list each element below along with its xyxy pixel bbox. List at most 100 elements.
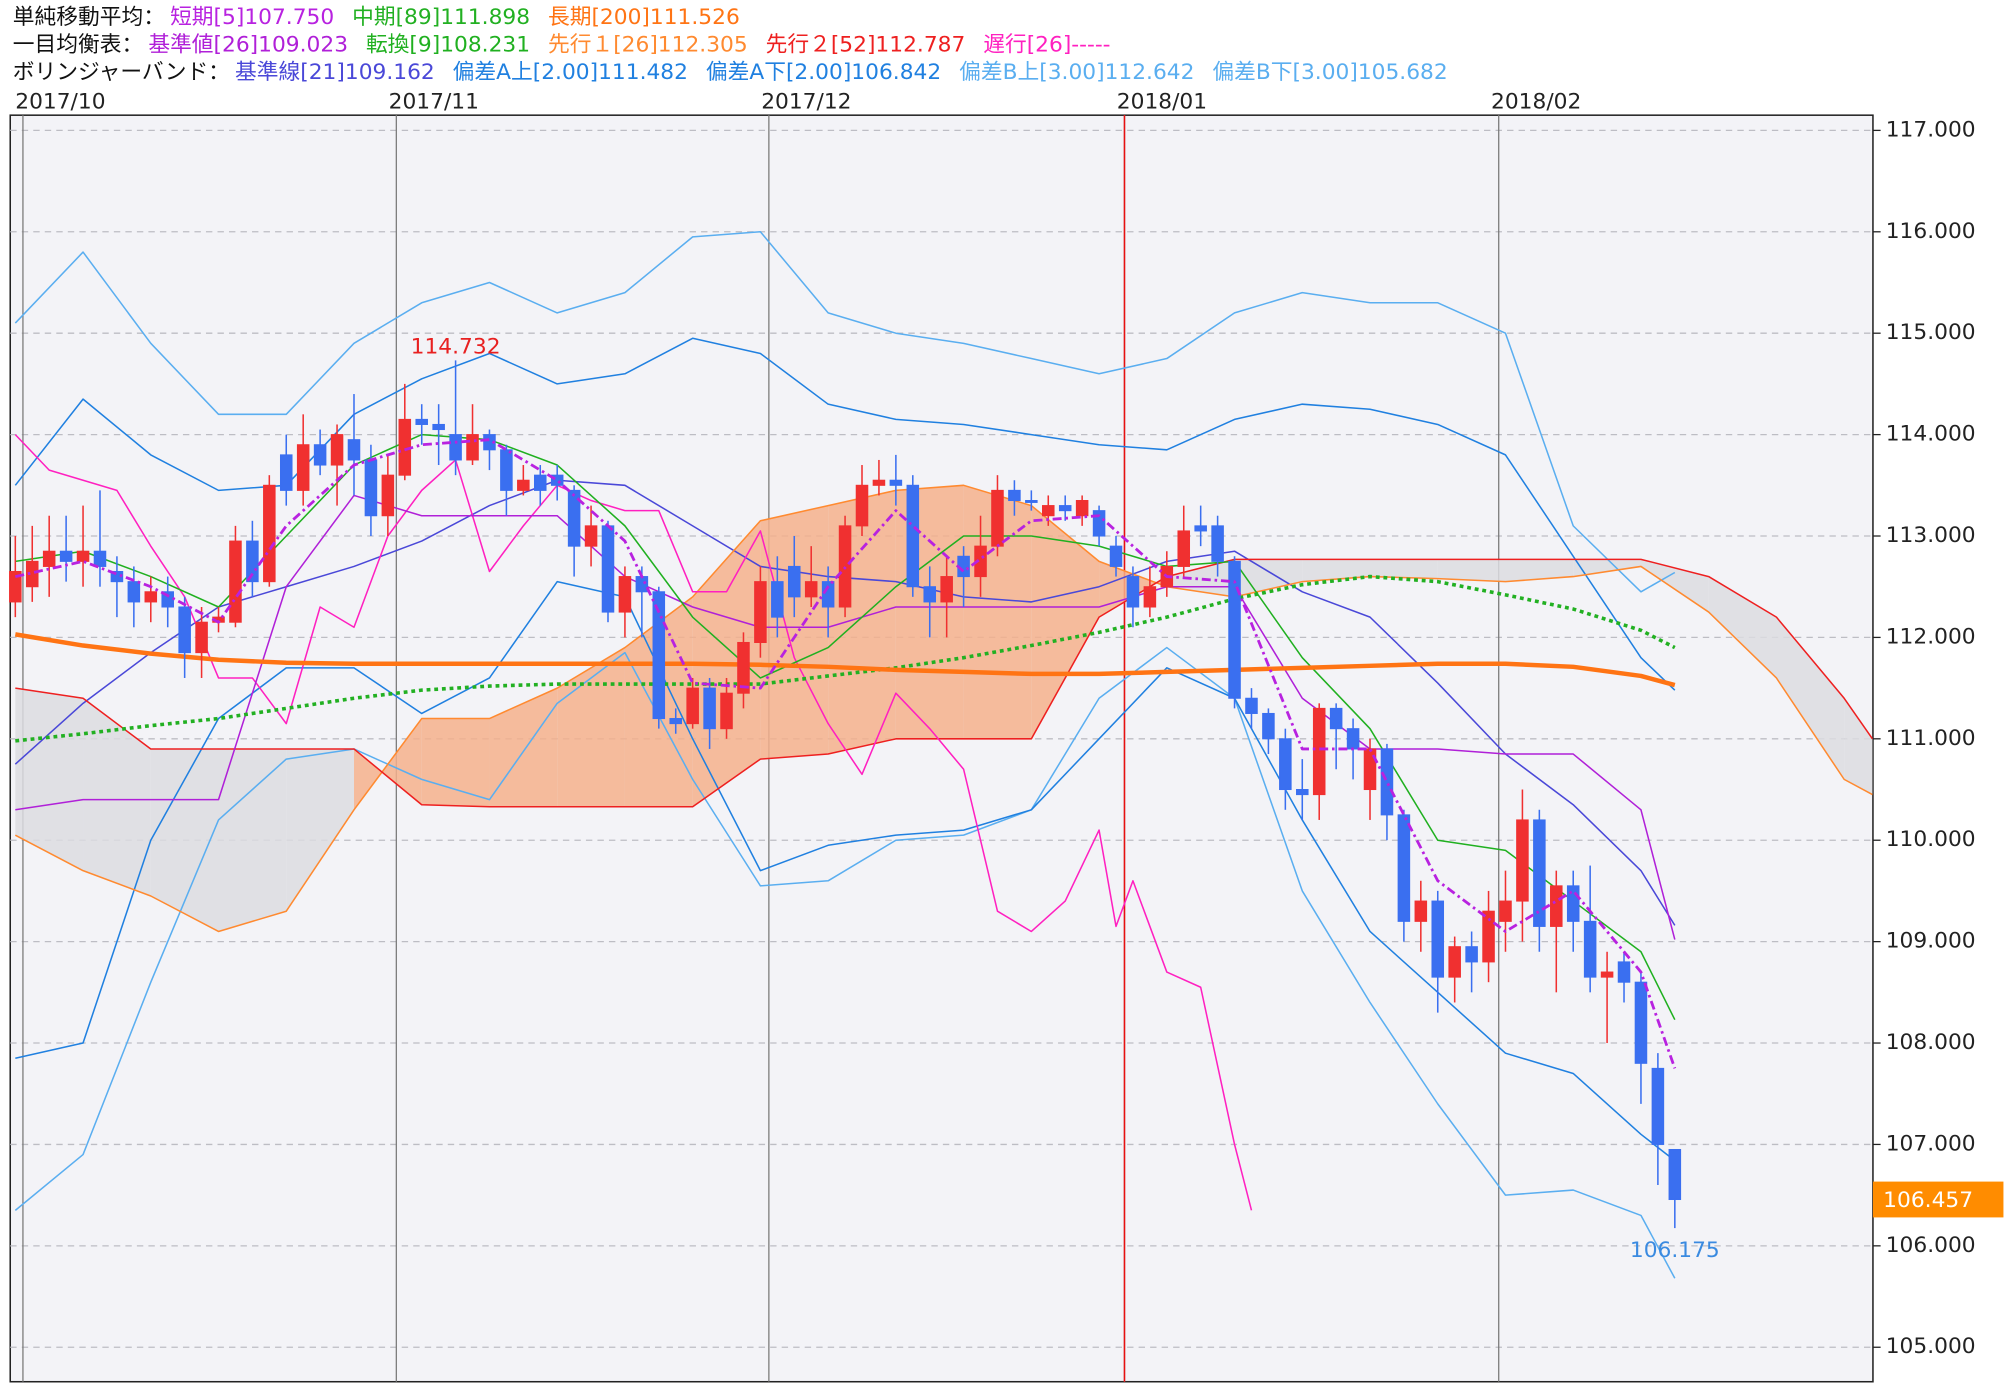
legend-item: 偏差A下[2.00]106.842 (706, 60, 941, 85)
candle-body (229, 540, 242, 623)
candle-body (1617, 961, 1631, 983)
candle-body (787, 565, 801, 598)
candle-body (991, 489, 1004, 547)
candle-body (533, 474, 547, 491)
cloud-segment (1437, 559, 1506, 582)
indicator-line (15, 433, 1676, 1021)
candle-body (263, 484, 276, 583)
candle-body (1092, 510, 1106, 537)
indicator-line (14, 646, 1676, 1279)
candle-body (1109, 545, 1123, 567)
candle-body (567, 489, 581, 547)
candle-body (974, 545, 987, 578)
cloud-segment (1573, 559, 1641, 577)
candle-body (1312, 707, 1326, 796)
extreme-label: 114.732 (411, 335, 501, 360)
candle-body (703, 687, 716, 730)
candle-body (432, 423, 445, 431)
indicator-line (14, 434, 1253, 1211)
y-tick-label: 111.000 (1886, 726, 1976, 751)
candle-body (1042, 505, 1055, 517)
candle-body (449, 434, 462, 461)
candle-body (42, 550, 56, 567)
candle-body (872, 479, 886, 486)
cloud-segment (557, 647, 625, 807)
candle-body (821, 581, 835, 608)
candle-body (415, 418, 428, 425)
legend-item: 遅行[26]----- (983, 32, 1110, 57)
candle-body (618, 576, 632, 613)
candle-body (1583, 920, 1597, 978)
indicator-line (14, 479, 1676, 926)
cloud-segment (150, 748, 219, 932)
candle-body (1533, 819, 1546, 927)
candle-body (25, 560, 39, 588)
candle-body (59, 550, 73, 562)
candle-body (110, 570, 124, 583)
x-tick-label: 2017/10 (15, 89, 105, 114)
candle-body (144, 591, 158, 603)
candle-body (1279, 738, 1292, 791)
candle-body (1634, 981, 1648, 1064)
y-tick-label: 115.000 (1886, 320, 1976, 345)
candle-body (804, 581, 818, 598)
candle-body (1008, 489, 1021, 502)
candle-body (1414, 900, 1428, 922)
legend-title: 単純移動平均： (13, 5, 165, 30)
plot-layer: 114.732 106.175 (9, 115, 1874, 1382)
indicator-line (15, 574, 1676, 743)
candle-body (1431, 900, 1445, 978)
candle-body (584, 525, 598, 547)
candle-body (313, 444, 327, 466)
cloud-segment (1370, 559, 1438, 579)
candle-body (279, 454, 293, 491)
candle-body (178, 606, 191, 654)
candle-body (686, 687, 699, 725)
candle-body (1448, 946, 1461, 978)
candle-body (1075, 500, 1089, 517)
candle-body (669, 718, 683, 725)
candle-body (195, 621, 208, 654)
indicator-line (15, 580, 1676, 1162)
legend-item: 長期[200]111.526 (548, 5, 740, 30)
candle-body (601, 525, 615, 613)
indicator-line (15, 558, 1874, 808)
candle-body (754, 581, 767, 643)
cloud-segment (1844, 698, 1873, 795)
candle-body (1482, 910, 1495, 963)
cloud-segment (15, 688, 84, 871)
legend-item: 偏差B上[3.00]112.642 (959, 60, 1194, 85)
candle-body (1600, 971, 1614, 978)
y-tick-label: 106.000 (1886, 1233, 1976, 1258)
candle-body (76, 550, 90, 562)
candle-body (1329, 707, 1343, 730)
legend-item: 先行１[26]112.305 (548, 32, 748, 57)
candle-body (889, 479, 903, 486)
candle-body (296, 444, 310, 491)
cloud-segment (1776, 617, 1845, 780)
candle-body (1245, 697, 1258, 714)
candle-body (1194, 525, 1207, 532)
candle-body (1346, 728, 1360, 750)
y-tick-label: 109.000 (1886, 929, 1976, 954)
legend-item: 偏差A上[2.00]111.482 (453, 60, 688, 85)
candle-body (1228, 560, 1241, 699)
cloud-segment (1708, 576, 1777, 678)
legend-item: 偏差B下[3.00]105.682 (1212, 60, 1447, 85)
candle-body (737, 641, 750, 694)
legend-row: ボリンジャーバンド： 基準線[21]109.162 偏差A上[2.00]111.48… (13, 60, 1448, 85)
x-tick-label: 2017/11 (389, 89, 479, 114)
price-box-label: 106.457 (1883, 1188, 1973, 1213)
cloud-segment (1234, 559, 1303, 597)
candle-body (550, 474, 564, 486)
candle-body (771, 581, 784, 618)
candle-body (1397, 814, 1411, 922)
legend-row: 一目均衡表： 基準値[26]109.023 転換[9]108.231 先行１[26]1… (13, 32, 1111, 57)
candle-body (1668, 1148, 1682, 1201)
candle-body (1177, 530, 1191, 567)
y-tick-label: 110.000 (1886, 827, 1976, 852)
candle-body (940, 576, 953, 603)
candle-body (1296, 789, 1309, 796)
candle-body (1025, 500, 1038, 503)
